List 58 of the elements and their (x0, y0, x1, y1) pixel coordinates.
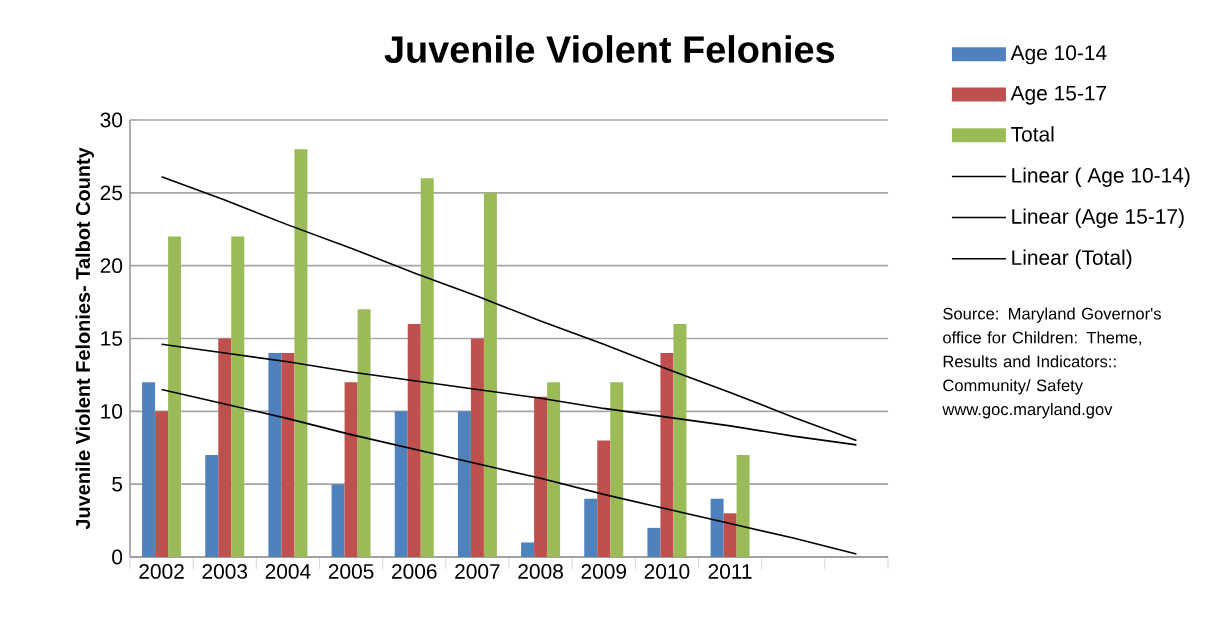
bar (534, 396, 548, 557)
y-tick-label: 25 (100, 185, 123, 201)
bar (547, 382, 561, 557)
legend-label: Linear (Age 15-17) (1012, 208, 1184, 228)
bar (660, 353, 674, 557)
bar (155, 411, 169, 557)
legend-label: Age 10-14 (1010, 45, 1107, 65)
line-series (160, 343, 858, 446)
chart-title: Juvenile Violent Felonies (384, 35, 835, 63)
bar (647, 527, 661, 557)
bar (584, 498, 598, 557)
bar (394, 411, 408, 557)
bar (597, 440, 611, 557)
x-tick-label: 2005 (328, 564, 374, 579)
bar (331, 484, 345, 557)
bar (736, 455, 750, 557)
bar (457, 411, 471, 557)
line-series (160, 176, 858, 442)
bar (168, 236, 182, 557)
y-tick-label: 20 (100, 258, 123, 274)
legend-label: Age 15-17 (1010, 85, 1107, 105)
bar (218, 338, 232, 557)
legend-label: Total (1011, 126, 1054, 142)
y-tick-label: 15 (101, 331, 123, 346)
bar (142, 382, 156, 557)
x-tick-label: 2010 (644, 564, 690, 579)
x-tick-label: 2009 (581, 564, 626, 579)
bar (521, 542, 535, 557)
bar (610, 382, 624, 557)
bar (407, 323, 421, 557)
legend-label: Linear ( Age 10-14) (1012, 167, 1190, 187)
bar (357, 309, 371, 557)
x-tick-label: 2011 (708, 564, 752, 579)
x-tick-label: 2006 (392, 564, 437, 579)
y-tick-label: 30 (100, 112, 123, 128)
bar (268, 353, 282, 557)
bar (723, 513, 737, 557)
bar (710, 498, 724, 557)
x-tick-label: 2008 (518, 564, 563, 579)
legend-label: Linear (Total) (1012, 249, 1132, 270)
bar (205, 455, 219, 557)
y-tick-label: 10 (101, 403, 123, 419)
bar (673, 323, 687, 557)
y-tick-label: 5 (112, 476, 123, 492)
bar (294, 149, 308, 557)
x-tick-label: 2003 (202, 564, 248, 579)
bar (231, 236, 245, 557)
x-tick-label: 2004 (265, 564, 311, 579)
source-note: Source: Maryland Governor's office for Children: Theme, Results and Indicators:: Community/ Safety www.goc.maryland.gov (942, 307, 1161, 419)
y-axis-title: Juvenile Violent Felonies- Talbot County (75, 147, 94, 530)
bar (344, 382, 358, 557)
bar (483, 192, 497, 557)
bar (420, 178, 434, 557)
y-tick-label: 0 (112, 549, 123, 565)
x-tick-label: 2002 (139, 564, 184, 579)
bar (281, 353, 295, 557)
bar (470, 338, 484, 557)
x-tick-label: 2007 (455, 564, 500, 579)
